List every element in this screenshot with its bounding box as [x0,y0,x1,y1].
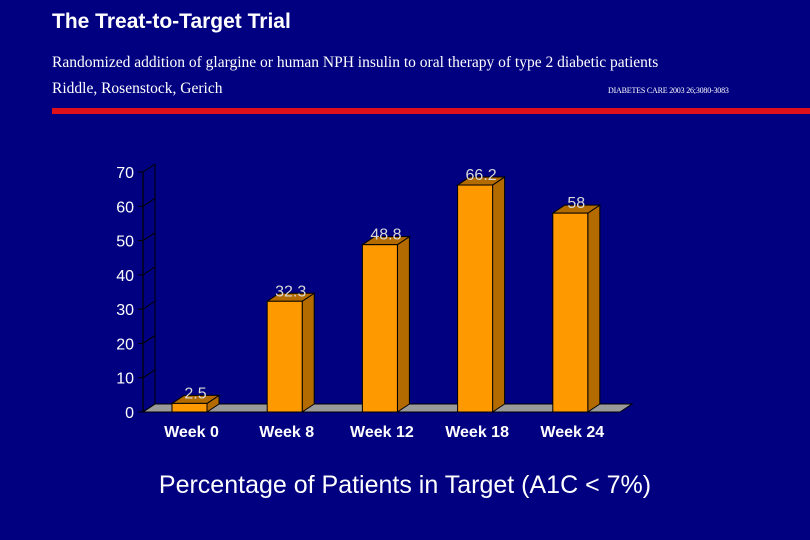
y-tick-label: 70 [116,165,134,182]
bar [361,244,398,413]
journal-citation: DIABETES CARE 2003 26;3080-3083 [608,86,729,95]
y-tick-label: 40 [116,268,134,285]
x-tick-label: Week 18 [445,424,509,441]
x-tick-label: Week 0 [164,424,219,441]
bar-side [587,204,601,413]
data-label: 32.3 [275,283,306,300]
y-tick-depth [142,163,156,173]
y-tick-label: 60 [116,199,134,216]
data-label: 48.8 [370,227,401,244]
chart-title: Percentage of Patients in Target (A1C < … [158,471,652,499]
data-label: 2.5 [184,385,206,402]
y-tick-label: 20 [116,336,134,353]
y-tick-label: 50 [116,234,134,251]
y-tick-depth [142,232,156,241]
bar-chart: 0 10 20 30 40 50 60 70 2.5 Week 0 32.3 Week 8 48.8 We… [116,163,634,441]
slide-subtitle: Randomized addition of glargine or human… [52,54,659,71]
bar-side [301,292,315,413]
accent-divider-line [52,108,810,114]
y-tick-depth [142,369,156,379]
x-tick-label: Week 8 [259,424,314,441]
bar-side [492,176,506,413]
bar [266,300,303,413]
y-tick-depth [142,266,156,276]
y-tick-label: 30 [116,302,134,319]
bar [457,184,494,413]
data-label: 58 [567,195,585,212]
bar-side [396,235,410,413]
authors: Riddle, Rosenstock, Gerich [52,80,223,97]
x-tick-label: Week 24 [540,424,604,441]
slide-title: The Treat-to-Target Trial [52,10,291,33]
x-tick-label: Week 12 [350,424,414,441]
bar [171,402,208,413]
y-tick-depth [142,403,156,413]
y-tick-label: 0 [125,405,134,422]
data-label: 66.2 [466,167,497,184]
y-tick-depth [142,335,156,344]
y-tick-label: 10 [116,371,134,388]
bar [552,212,589,413]
y-tick-depth [142,197,156,207]
y-tick-depth [142,300,156,310]
